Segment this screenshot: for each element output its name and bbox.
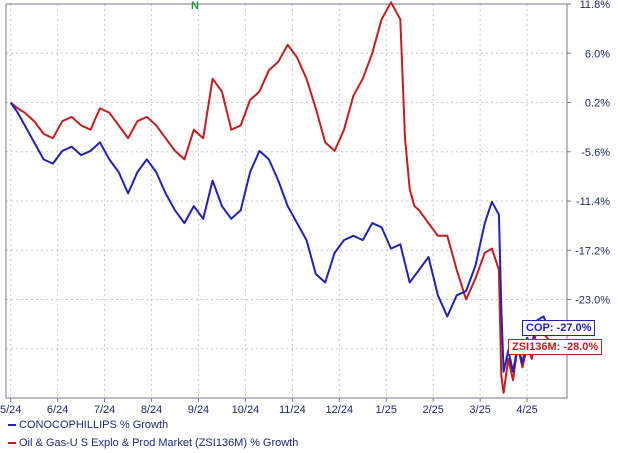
x-tick-label: 5/24 [0,404,21,416]
n-marker: N [191,0,199,12]
x-tick-label: 2/25 [422,404,443,416]
chart-grid [6,3,567,398]
x-tick-label: 7/24 [94,404,115,416]
y-tick-label: 11.8% [580,0,611,11]
x-tick-label: 9/24 [188,404,209,416]
legend-label-cop: CONOCOPHILLIPS % Growth [19,419,169,431]
legend-label-zsi: Oil & Gas-U S Explo & Prod Market (ZSI13… [19,437,299,449]
x-tick-label: 4/25 [516,404,537,416]
y-tick-label: -11.4% [576,196,610,208]
legend-swatch-cop [8,424,16,426]
y-tick-label: -17.2% [575,245,610,257]
legend-item-cop: CONOCOPHILLIPS % Growth [8,419,168,431]
y-tick-label: 0.2% [585,98,610,110]
x-tick-label: 1/25 [376,404,397,416]
y-tick-label: -5.6% [581,147,610,159]
series-line-zsi [10,1,552,394]
x-tick-label: 12/24 [326,404,354,416]
legend-item-zsi: Oil & Gas-U S Explo & Prod Market (ZSI13… [8,437,298,449]
x-tick-label: 11/24 [279,404,306,416]
x-tick-label: 3/25 [469,404,490,416]
x-tick-label: 8/24 [141,404,162,416]
y-tick-label: 6.0% [585,48,610,60]
x-tick-label: 10/24 [232,404,260,416]
cop-end-label: COP: -27.0% [522,320,596,337]
zsi-end-label: ZSI136M: -28.0% [508,338,603,355]
series-layer [9,1,552,394]
series-line-cop [9,101,552,373]
x-axis: 5/24 6/24 7/24 8/24 9/24 10/24 11/24 12/24 1/25 2… [0,398,538,416]
x-tick-label: 6/24 [47,404,68,416]
y-axis: 11.8% 6.0% 0.2% -5.6% -11.4% -17.2% -23.0% [567,0,610,307]
legend-swatch-zsi [8,442,16,444]
y-tick-label: -23.0% [575,295,610,307]
